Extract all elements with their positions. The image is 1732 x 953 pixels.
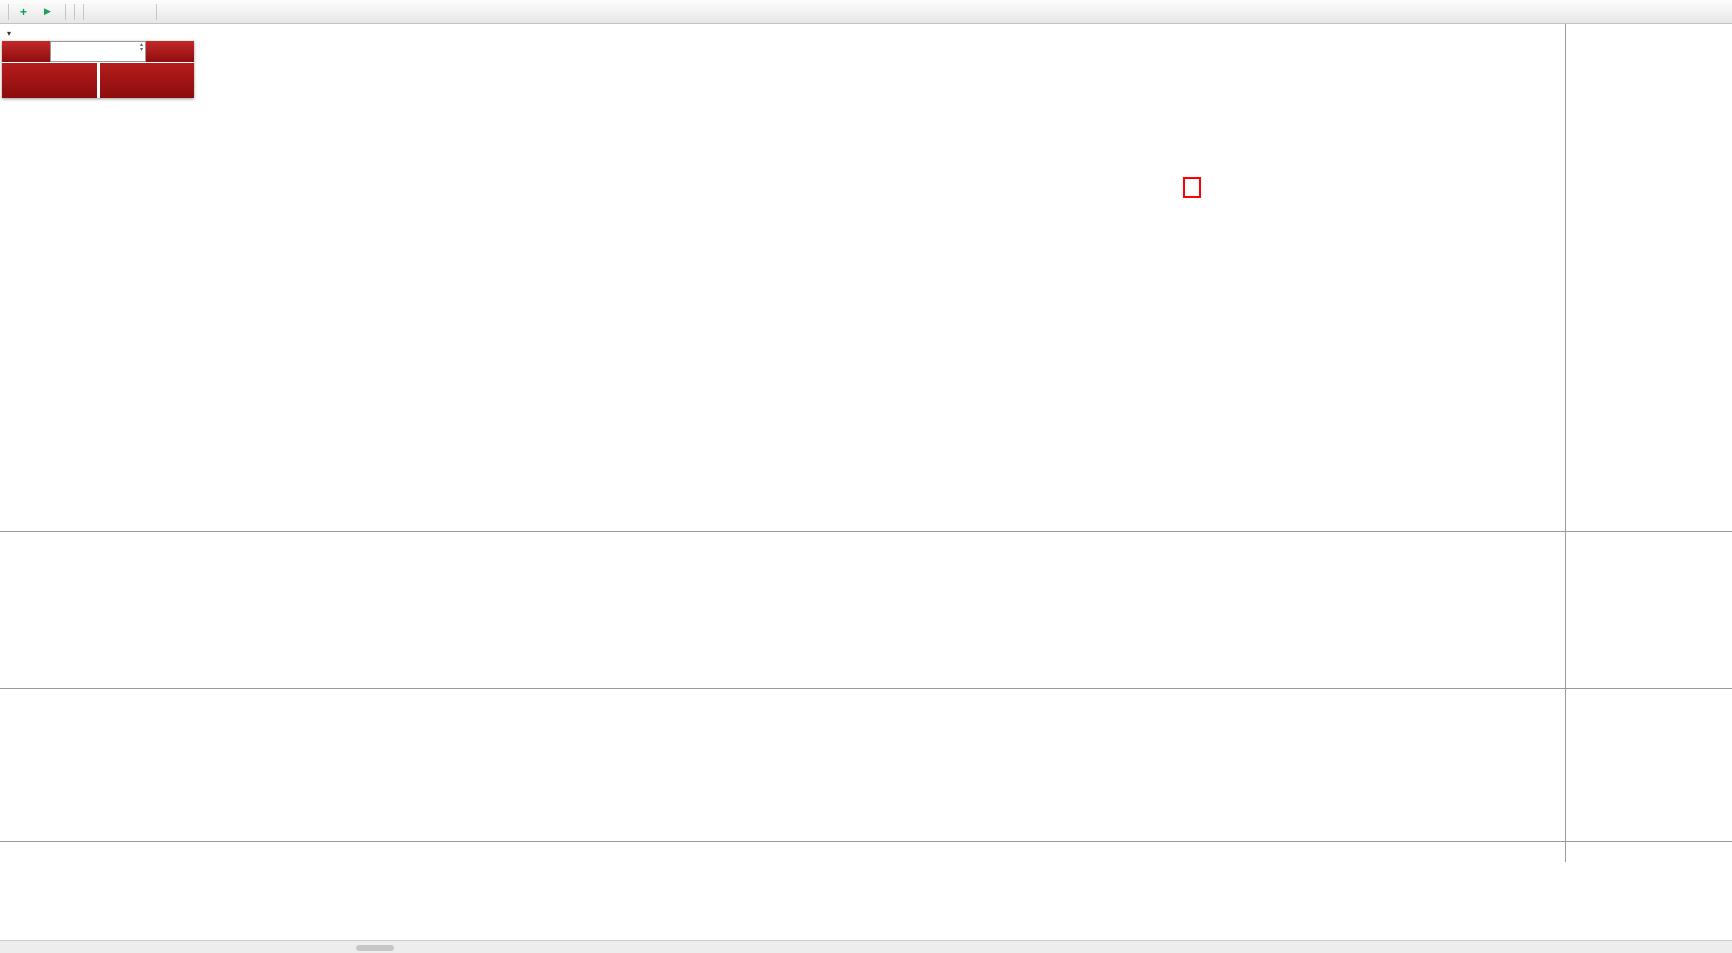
spinner-up-icon[interactable]: ▴: [139, 42, 143, 48]
play-icon: ▶: [44, 6, 51, 16]
price-axis-separator: [1565, 24, 1566, 862]
sell-button[interactable]: [2, 41, 50, 62]
chart-window: ▾ ▴ ▾: [0, 24, 1732, 940]
macd-panel-canvas[interactable]: [0, 531, 1565, 688]
rsi-panel-canvas[interactable]: [0, 688, 1565, 841]
volume-input[interactable]: ▴ ▾: [50, 41, 146, 62]
chart-ohlc-line: ▾: [7, 27, 21, 39]
panel-separator[interactable]: [0, 531, 1732, 532]
price-chart-canvas[interactable]: [0, 24, 1565, 531]
toolbar-separator: [155, 3, 157, 20]
status-strip: [0, 940, 1732, 953]
price-axis[interactable]: [1565, 24, 1732, 886]
new-order-button[interactable]: +: [13, 2, 37, 22]
macd-indicator-label: [4, 534, 13, 546]
taskbar-item[interactable]: [356, 945, 394, 951]
main-toolbar: + ▶: [0, 0, 1732, 24]
one-click-trading-panel: ▴ ▾: [2, 41, 194, 98]
time-axis-separator: [0, 841, 1732, 842]
buy-button[interactable]: [146, 41, 194, 62]
toolbar-separator: [64, 3, 66, 20]
rsi-indicator-label: [4, 691, 9, 703]
volume-spinner[interactable]: ▴ ▾: [139, 42, 143, 53]
sell-price-button[interactable]: [2, 63, 97, 98]
buy-price-button[interactable]: [99, 63, 194, 98]
one-click-collapse-icon[interactable]: ▾: [7, 29, 12, 38]
time-axis[interactable]: [0, 841, 1565, 862]
panel-separator[interactable]: [0, 688, 1732, 689]
toolbar-separator: [8, 3, 9, 20]
autotrading-button[interactable]: ▶: [37, 2, 61, 22]
spinner-down-icon[interactable]: ▾: [139, 47, 143, 53]
new-order-icon: +: [20, 4, 28, 19]
support-price-label[interactable]: [1183, 177, 1201, 198]
toolbar-separator: [73, 3, 75, 20]
toolbar-separator: [82, 3, 84, 20]
